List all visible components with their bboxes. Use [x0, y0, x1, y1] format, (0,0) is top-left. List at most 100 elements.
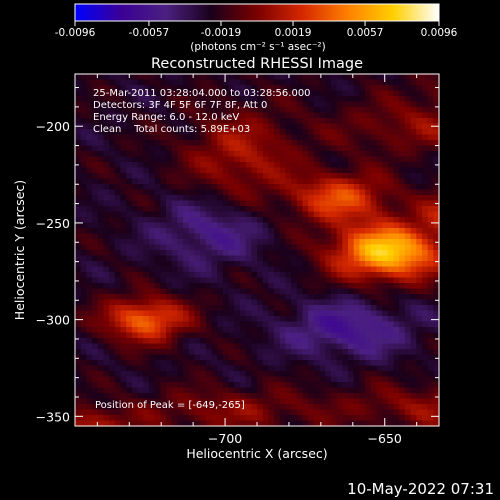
heatmap-cell [370, 338, 378, 345]
heatmap-cell [376, 178, 383, 185]
heatmap-cell [222, 321, 230, 328]
heatmap-cell [183, 305, 190, 312]
heatmap-cell [421, 250, 429, 257]
heatmap-cell [410, 173, 417, 180]
heatmap-cell [399, 398, 406, 405]
heatmap-cell [410, 211, 417, 218]
heatmap-cell [387, 123, 395, 130]
colorbar-tick-label: 0.0019 [275, 27, 312, 39]
heatmap-cell [370, 310, 378, 317]
heatmap-cell [245, 206, 252, 213]
heatmap-cell [188, 376, 196, 383]
heatmap-cell [302, 200, 309, 207]
heatmap-cell [222, 184, 230, 191]
heatmap-cell [97, 354, 105, 361]
heatmap-cell [251, 310, 258, 317]
heatmap-cell [262, 376, 269, 383]
heatmap-cell [296, 244, 304, 251]
heatmap-cell [387, 382, 395, 389]
heatmap-cell [228, 200, 235, 207]
heatmap-cell [154, 222, 161, 229]
heatmap-cell [325, 332, 332, 339]
heatmap-cell [205, 233, 213, 240]
heatmap-cell [171, 371, 178, 378]
heatmap-cell [325, 338, 332, 345]
heatmap-cell [217, 151, 224, 158]
heatmap-cell [211, 332, 218, 339]
heatmap-cell [376, 211, 383, 218]
heatmap-cell [291, 343, 298, 350]
heatmap-cell [75, 167, 82, 174]
heatmap-cell [319, 371, 326, 378]
heatmap-cell [308, 250, 315, 257]
heatmap-cell [92, 332, 99, 339]
heatmap-cell [160, 151, 167, 158]
heatmap-cell [222, 393, 230, 400]
heatmap-cell [177, 244, 184, 251]
heatmap-cell [120, 206, 127, 213]
heatmap-cell [313, 310, 321, 317]
heatmap-cell [336, 228, 343, 235]
heatmap-cell [148, 239, 156, 246]
heatmap-cell [325, 244, 332, 251]
heatmap-cell [92, 107, 99, 114]
heatmap-cell [222, 354, 230, 361]
heatmap-cell [285, 305, 292, 312]
heatmap-cell [342, 151, 349, 158]
heatmap-cell [171, 239, 178, 246]
heatmap-cell [251, 123, 258, 130]
heatmap-cell [120, 420, 127, 427]
heatmap-cell [160, 272, 167, 279]
heatmap-cell [399, 316, 406, 323]
heatmap-cell [148, 162, 156, 169]
heatmap-cell [234, 376, 241, 383]
heatmap-cell [103, 90, 110, 97]
heatmap-cell [143, 404, 150, 411]
heatmap-cell [183, 277, 190, 284]
heatmap-cell [274, 74, 281, 81]
heatmap-cell [222, 283, 230, 290]
heatmap-cell [245, 134, 252, 141]
heatmap-cell [234, 206, 241, 213]
heatmap-cell [393, 140, 400, 147]
heatmap-cell [313, 112, 321, 119]
heatmap-cell [217, 343, 224, 350]
heatmap-cell [183, 404, 190, 411]
heatmap-cell [251, 74, 258, 81]
heatmap-cell [348, 74, 355, 81]
heatmap-cell [245, 167, 252, 174]
heatmap-cell [285, 349, 292, 356]
heatmap-cell [376, 74, 383, 81]
heatmap-cell [211, 294, 218, 301]
heatmap-cell [365, 134, 372, 141]
heatmap-cell [433, 222, 440, 229]
heatmap-cell [188, 129, 196, 136]
heatmap-cell [393, 261, 400, 268]
heatmap-cell [234, 382, 241, 389]
heatmap-cell [109, 354, 116, 361]
heatmap-cell [421, 404, 429, 411]
heatmap-cell [239, 332, 247, 339]
heatmap-cell [433, 404, 440, 411]
heatmap-cell [245, 145, 252, 152]
heatmap-cell [336, 107, 343, 114]
heatmap-cell [103, 354, 110, 361]
heatmap-cell [239, 277, 247, 284]
heatmap-cell [194, 338, 201, 345]
heatmap-cell [200, 354, 207, 361]
heatmap-cell [268, 244, 275, 251]
heatmap-cell [274, 255, 281, 262]
heatmap-cell [109, 371, 116, 378]
heatmap-cell [234, 162, 241, 169]
heatmap-cell [325, 404, 332, 411]
heatmap-cell [285, 283, 292, 290]
heatmap-cell [114, 79, 122, 86]
heatmap-cell [228, 316, 235, 323]
heatmap-cell [279, 151, 287, 158]
heatmap-cell [274, 277, 281, 284]
heatmap-cell [416, 409, 423, 416]
heatmap-cell [234, 299, 241, 306]
heatmap-cell [194, 189, 201, 196]
heatmap-cell [211, 140, 218, 147]
heatmap-cell [222, 101, 230, 108]
